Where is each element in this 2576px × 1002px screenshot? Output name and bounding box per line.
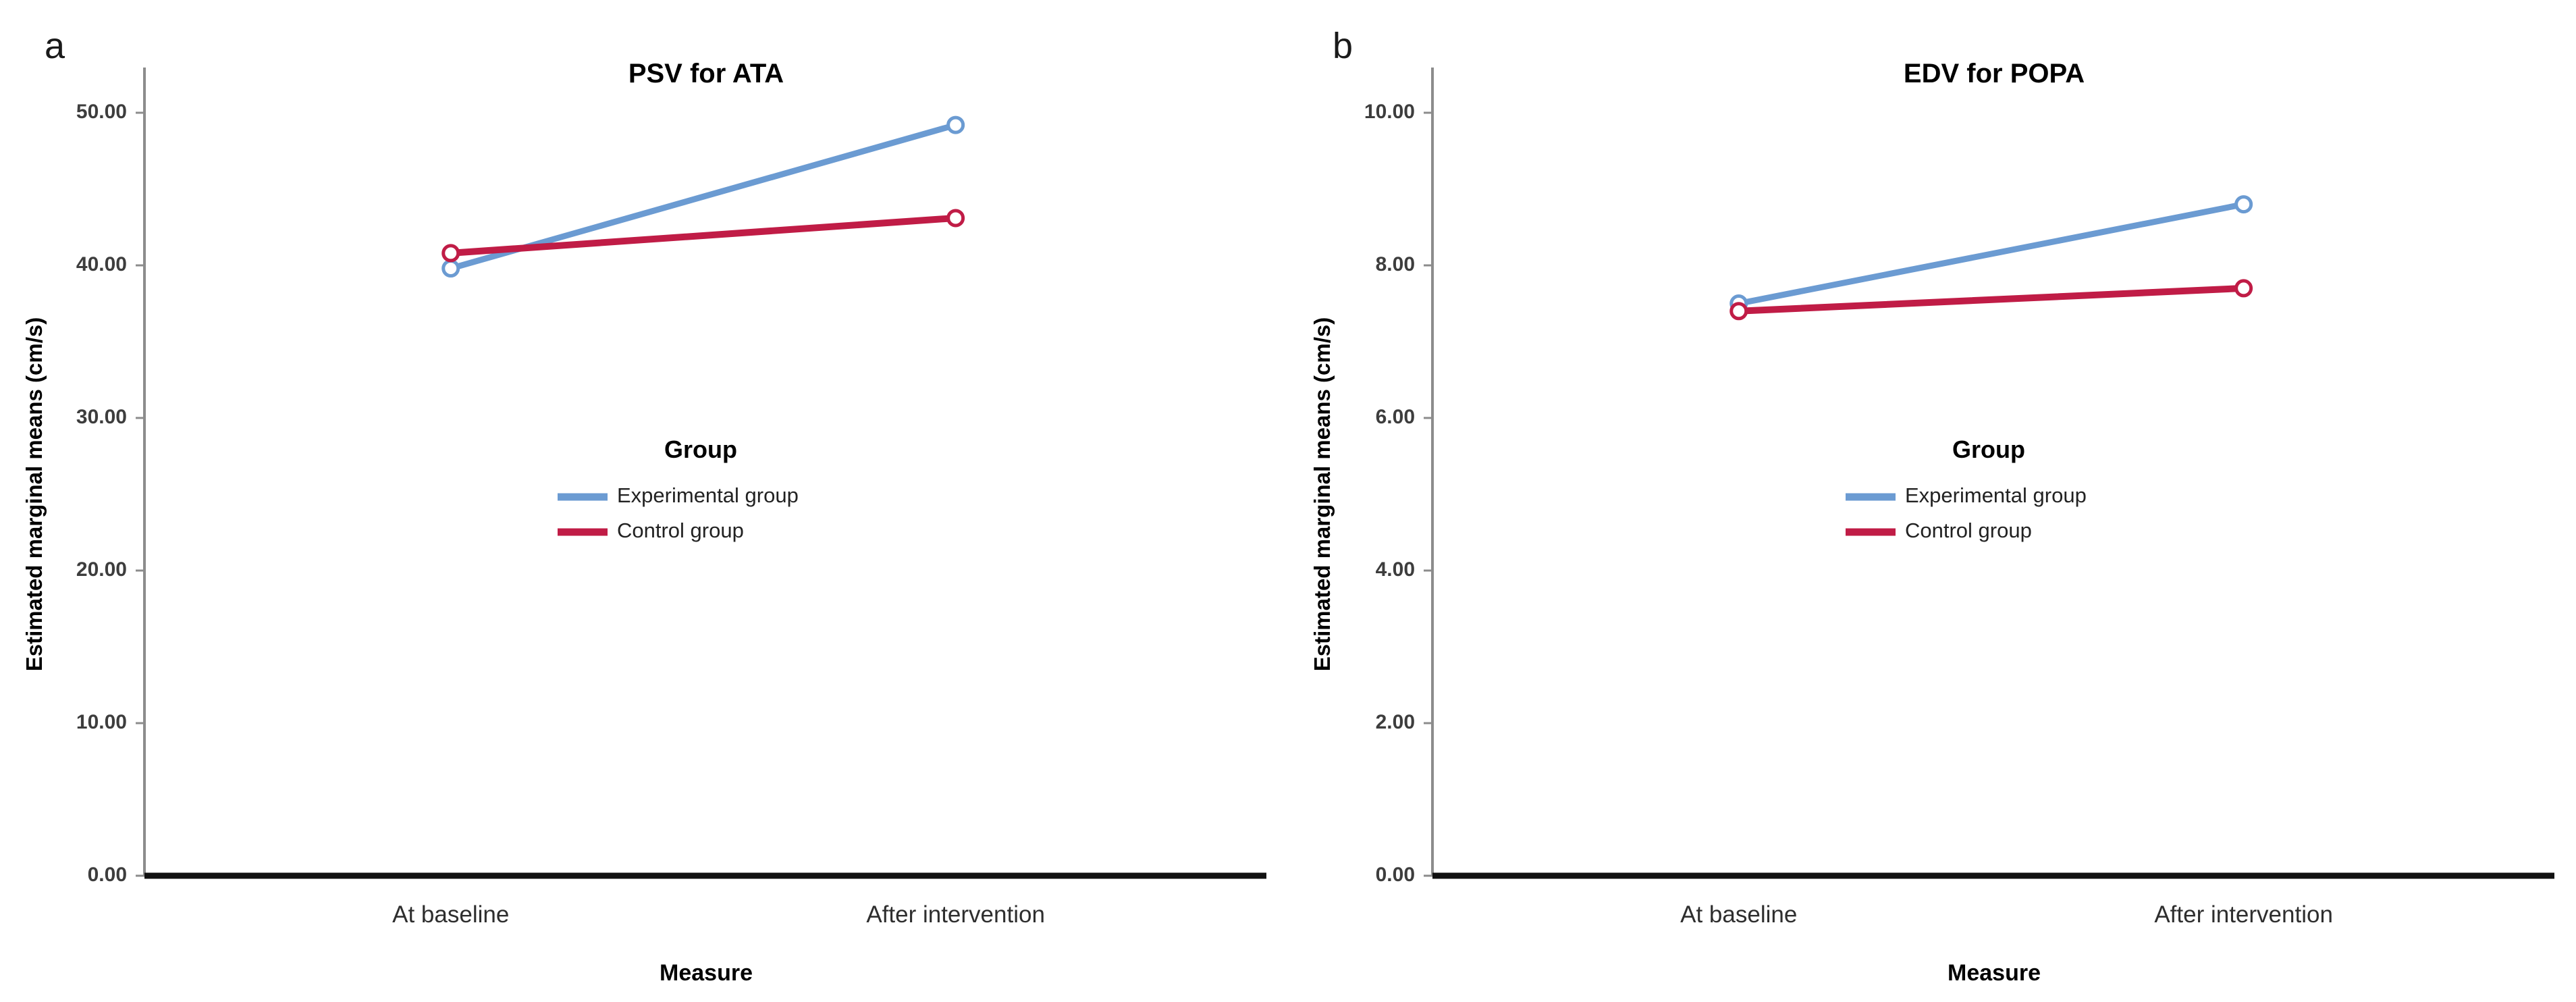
chart-a-svg: a 0.00 10.00 20.00 30.00 40.00 50.00 PSV for A… <box>22 26 1266 986</box>
legend-item-label: Experimental group <box>617 483 799 507</box>
panel-a-letter: a <box>45 26 65 66</box>
data-point-control-group <box>1729 302 1748 321</box>
y-tick-label: 0.00 <box>1376 864 1415 886</box>
y-tick-label: 4.00 <box>1376 558 1415 581</box>
legend-title: Group <box>1952 436 2025 463</box>
x-category-label: At baseline <box>1680 901 1797 928</box>
y-axis-title: Estimated marginal means (cm/s) <box>22 317 47 672</box>
chart-b-plot: 0.00 2.00 4.00 6.00 8.00 10.00 EDV for POPA Est… <box>1310 59 2554 986</box>
y-tick-label: 10.00 <box>76 711 127 733</box>
legend-item-label: Experimental group <box>1905 483 2087 507</box>
chart-title: PSV for ATA <box>628 59 784 88</box>
data-point-control-group <box>946 209 965 228</box>
legend-title: Group <box>664 436 737 463</box>
series-line-control-group <box>447 214 959 257</box>
legend-item-label: Control group <box>1905 519 2032 542</box>
chart-b-svg: b 0.00 2.00 4.00 6.00 8.00 10.00 EDV for POPA E… <box>1310 26 2554 986</box>
series-line-control-group <box>1735 284 2247 315</box>
y-tick-label: 6.00 <box>1376 406 1415 428</box>
series-line-experimental-group <box>1736 201 2247 307</box>
x-category-label: After intervention <box>2154 901 2333 928</box>
y-axis-title: Estimated marginal means (cm/s) <box>1310 317 1335 672</box>
panel-a: a 0.00 10.00 20.00 30.00 40.00 50.00 PSV for A… <box>22 26 1266 986</box>
y-tick-label: 2.00 <box>1376 711 1415 733</box>
legend-item-label: Control group <box>617 519 744 542</box>
data-point-experimental-group <box>441 259 460 278</box>
x-axis-title: Measure <box>1948 960 2041 986</box>
panel-b: b 0.00 2.00 4.00 6.00 8.00 10.00 EDV for POPA E… <box>1288 0 2576 1002</box>
panel-b-letter: b <box>1333 26 1353 66</box>
y-tick-label: 30.00 <box>76 406 127 428</box>
data-point-control-group <box>441 244 460 263</box>
chart-title: EDV for POPA <box>1904 59 2085 88</box>
y-tick-label: 0.00 <box>88 864 127 886</box>
y-tick-label: 40.00 <box>76 253 127 275</box>
y-tick-label: 10.00 <box>1364 101 1415 123</box>
data-point-experimental-group <box>2234 195 2253 214</box>
x-category-label: At baseline <box>392 901 509 928</box>
x-axis-title: Measure <box>660 960 753 986</box>
data-point-control-group <box>2234 279 2253 298</box>
chart-a-plot: 0.00 10.00 20.00 30.00 40.00 50.00 PSV for ATA… <box>22 59 1266 986</box>
y-tick-label: 50.00 <box>76 101 127 123</box>
x-category-label: After intervention <box>866 901 1045 928</box>
y-tick-label: 20.00 <box>76 558 127 581</box>
y-tick-label: 8.00 <box>1376 253 1415 275</box>
data-point-experimental-group <box>946 115 965 134</box>
